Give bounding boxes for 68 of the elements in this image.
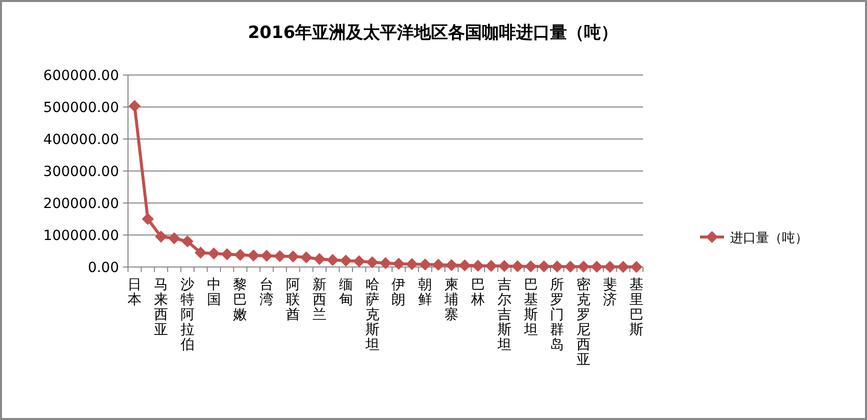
point <box>498 260 510 272</box>
x-tick-label: 巴林 <box>470 277 485 308</box>
y-tick-label: 300000.00 <box>43 164 119 180</box>
y-tick-label: 0.00 <box>88 260 119 276</box>
x-tick-label: 伊朗 <box>392 277 406 308</box>
point <box>512 260 524 272</box>
x-tick-label: 斐济 <box>602 277 617 308</box>
point <box>472 260 484 272</box>
point <box>300 251 312 264</box>
point <box>208 248 220 260</box>
point <box>485 260 498 272</box>
chart-title: 2016年亚洲及太平洋地区各国咖啡进口量（吨） <box>248 23 618 43</box>
point <box>617 260 630 273</box>
point <box>260 250 273 262</box>
x-tick-label: 日本 <box>128 277 142 308</box>
point <box>524 260 537 272</box>
x-tick-label: 巴基斯坦 <box>522 277 538 338</box>
point <box>326 254 339 266</box>
point <box>340 254 352 267</box>
x-tick-label: 台湾 <box>260 277 274 308</box>
x-tick-label: 黎巴嫩 <box>233 277 248 323</box>
x-tick-label: 沙特阿拉伯 <box>179 277 194 353</box>
y-tick-label: 400000.00 <box>43 132 119 148</box>
x-tick-label: 基里巴斯 <box>629 277 644 338</box>
x-tick-label: 缅甸 <box>338 277 353 308</box>
y-tick-label: 200000.00 <box>43 196 119 212</box>
point <box>432 258 444 271</box>
x-tick-label: 朝鲜 <box>418 277 432 308</box>
point <box>313 253 326 265</box>
point <box>181 235 194 248</box>
point <box>578 260 590 273</box>
point <box>128 100 141 112</box>
y-tick-label: 600000.00 <box>43 68 119 84</box>
point <box>366 256 378 268</box>
point <box>221 248 234 260</box>
point <box>419 258 432 270</box>
point <box>194 246 207 259</box>
x-tick-label: 吉尔吉斯坦 <box>496 277 512 353</box>
point <box>392 258 405 270</box>
point <box>274 250 286 262</box>
point <box>458 259 471 272</box>
point <box>234 248 246 261</box>
point <box>630 260 642 273</box>
point <box>287 250 300 262</box>
point <box>353 255 366 268</box>
x-tick-label: 密克罗尼西亚 <box>576 277 591 368</box>
point <box>538 260 550 272</box>
point <box>590 260 603 273</box>
x-tick-label: 新西兰 <box>312 277 326 323</box>
point <box>446 259 458 272</box>
point <box>155 230 168 243</box>
x-tick-label: 中国 <box>206 277 221 308</box>
point <box>247 249 260 262</box>
x-tick-label: 柬埔寨 <box>444 277 459 323</box>
x-tick-label: 哈萨克斯坦 <box>364 277 380 353</box>
point <box>564 260 576 273</box>
point <box>380 257 392 270</box>
y-tick-label: 100000.00 <box>43 228 119 244</box>
x-tick-label: 阿联酋 <box>286 277 300 323</box>
point <box>604 260 616 273</box>
legend-label: 进口量（吨） <box>730 231 808 246</box>
point <box>406 258 418 270</box>
x-tick-label: 马来西亚 <box>154 277 168 338</box>
y-tick-label: 500000.00 <box>43 100 119 116</box>
point <box>551 260 564 273</box>
x-tick-label: 所罗门群岛 <box>550 277 564 353</box>
point <box>168 232 180 244</box>
point <box>142 213 154 225</box>
